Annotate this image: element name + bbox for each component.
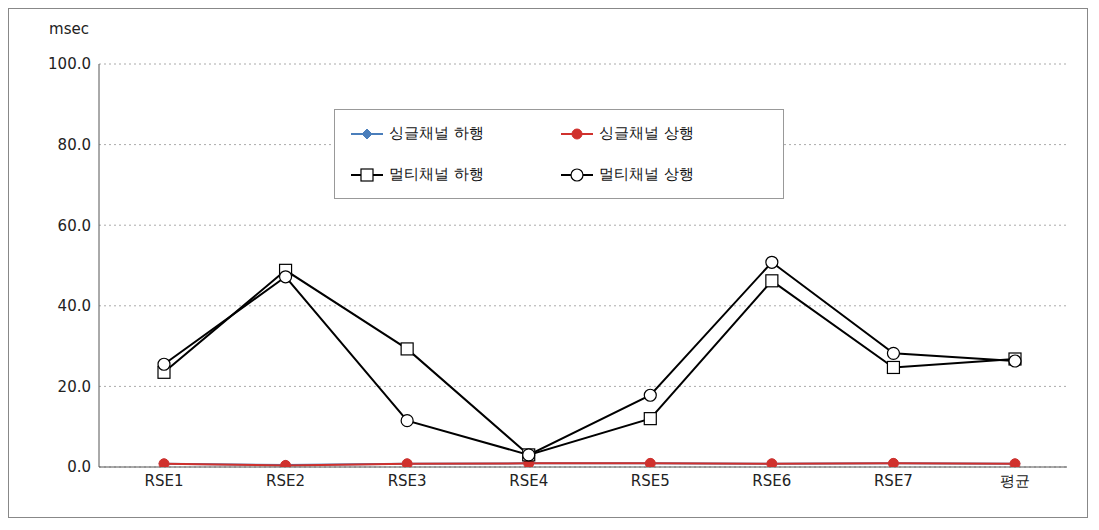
svg-text:RSE7: RSE7 [874, 472, 913, 490]
svg-text:RSE1: RSE1 [145, 472, 184, 490]
html-text:멀티채널 상행: 멀티채널 상행 [599, 165, 694, 183]
svg-text:80.0: 80.0 [58, 136, 91, 154]
svg-text:RSE6: RSE6 [752, 472, 791, 490]
svg-text:평균: 평균 [1000, 472, 1030, 490]
svg-text:RSE2: RSE2 [266, 472, 305, 490]
svg-text:20.0: 20.0 [58, 378, 91, 396]
html-text:싱글채널 상행: 싱글채널 상행 [599, 124, 694, 142]
html-text:싱글채널 하행: 싱글채널 하행 [389, 124, 484, 142]
svg-text:msec: msec [49, 20, 89, 38]
svg-text:RSE3: RSE3 [388, 472, 427, 490]
html-text:멀티채널 하행: 멀티채널 하행 [389, 165, 484, 183]
svg-text:0.0: 0.0 [67, 458, 91, 476]
svg-text:RSE4: RSE4 [509, 472, 548, 490]
svg-text:100.0: 100.0 [48, 55, 91, 73]
svg-text:60.0: 60.0 [58, 217, 91, 235]
svg-text:RSE5: RSE5 [631, 472, 670, 490]
svg-text:40.0: 40.0 [58, 297, 91, 315]
